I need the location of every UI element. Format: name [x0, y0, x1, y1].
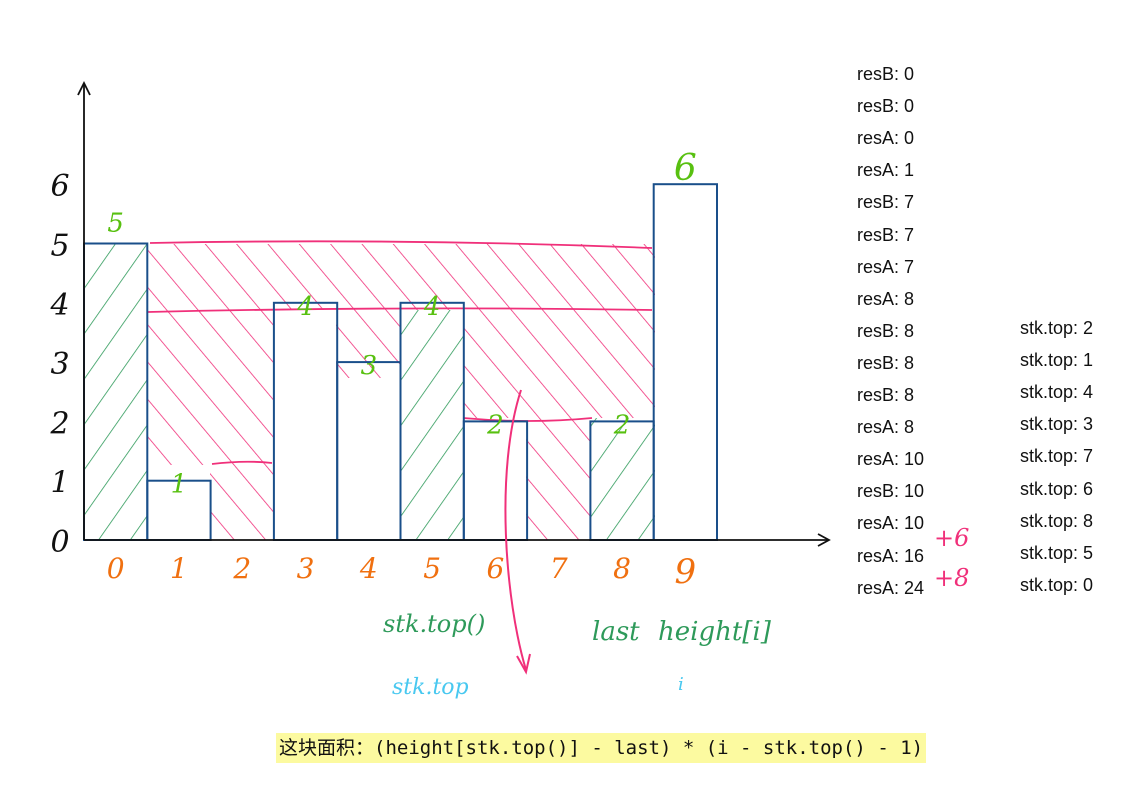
note-stk-top: stk.top [392, 675, 469, 700]
bar-value-label: 2 [613, 410, 631, 440]
x-tick-label: 3 [297, 552, 315, 585]
bar-value-label: 2 [486, 410, 504, 440]
res-log-item: resB: 0 [857, 96, 915, 117]
res-log-item: resA: 24 [857, 577, 925, 598]
y-tick-label: 0 [50, 525, 69, 560]
y-tick-label: 1 [50, 466, 69, 501]
stk-log-item: stk.top: 7 [1020, 446, 1094, 467]
x-tick-label: 5 [423, 552, 441, 585]
res-log-item: resA: 8 [857, 288, 915, 309]
note-plus8: +8 [934, 564, 969, 592]
area-formula: 这块面积：(height[stk.top()] - last) * (i - s… [276, 733, 927, 763]
note-stk-top-call: stk.top() [383, 610, 485, 638]
x-axis-arrow-icon [817, 533, 831, 547]
stk-log-item: stk.top: 1 [1020, 350, 1094, 371]
stk-log-item: stk.top: 4 [1020, 382, 1094, 403]
bar-4 [336, 361, 402, 541]
pink-hatched-area [147, 240, 655, 540]
y-tick-label: 5 [50, 229, 69, 264]
bar-value-labels: 5 1 4 3 4 2 2 6 [107, 148, 696, 500]
res-log-item: resB: 7 [857, 224, 915, 245]
x-tick-label: 2 [232, 552, 251, 585]
bar-value-label: 4 [423, 292, 441, 322]
stk-log-item: stk.top: 6 [1020, 478, 1094, 499]
res-log-item: resA: 0 [857, 128, 915, 149]
bar-3 [272, 301, 339, 541]
axes [77, 80, 831, 547]
x-tick-label: 1 [170, 552, 188, 585]
stk-log-item: stk.top: 8 [1020, 510, 1094, 531]
bar-value-label: 6 [674, 148, 697, 189]
stk-log-item: stk.top: 0 [1020, 574, 1094, 595]
note-plus6: +6 [934, 524, 969, 552]
res-log-item: resA: 8 [857, 417, 915, 438]
res-log-item: resB: 8 [857, 385, 915, 405]
bar-9 [652, 183, 719, 541]
res-log-item: resA: 1 [857, 160, 915, 181]
note-last: last [592, 617, 640, 647]
bar-value-label: 5 [107, 209, 124, 239]
note-height-i: height[i] [658, 617, 772, 647]
pink-arrow-icon [504, 389, 531, 675]
green-hatched-area [84, 244, 655, 540]
bar-value-label: 1 [171, 470, 188, 500]
res-log-item: resB: 7 [857, 192, 915, 213]
x-tick-label: 7 [550, 552, 568, 585]
x-tick-label: 4 [359, 552, 378, 585]
note-i: i [678, 674, 684, 695]
res-log-item: resA: 7 [857, 256, 915, 277]
res-log-item: resB: 10 [857, 481, 925, 502]
y-tick-label: 4 [49, 288, 69, 323]
x-tick-label: 0 [107, 552, 125, 585]
res-log-item: resA: 10 [857, 449, 925, 470]
x-tick-label: 9 [675, 552, 697, 592]
res-log-item: resB: 0 [857, 64, 915, 84]
y-tick-labels: 6 5 4 3 2 1 0 [49, 169, 69, 560]
stk-log-item: stk.top: 5 [1020, 542, 1094, 563]
res-log-item: resA: 16 [857, 545, 925, 566]
y-axis-arrow-icon [77, 80, 91, 96]
stk-log-item: stk.top: 3 [1020, 414, 1094, 435]
bar-value-label: 3 [361, 351, 378, 381]
y-tick-label: 2 [49, 406, 69, 441]
bar-value-label: 4 [296, 292, 314, 322]
x-tick-labels: 0 1 2 3 4 5 6 7 8 9 [107, 552, 696, 592]
res-log-item: resB: 8 [857, 320, 915, 341]
x-tick-label: 6 [487, 552, 505, 585]
y-tick-label: 3 [50, 347, 69, 382]
res-log-item: resB: 8 [857, 352, 915, 373]
res-log-item: resA: 10 [857, 513, 925, 534]
stk-log-item: stk.top: 2 [1020, 318, 1094, 338]
x-tick-label: 8 [613, 552, 631, 585]
y-tick-label: 6 [50, 169, 69, 204]
